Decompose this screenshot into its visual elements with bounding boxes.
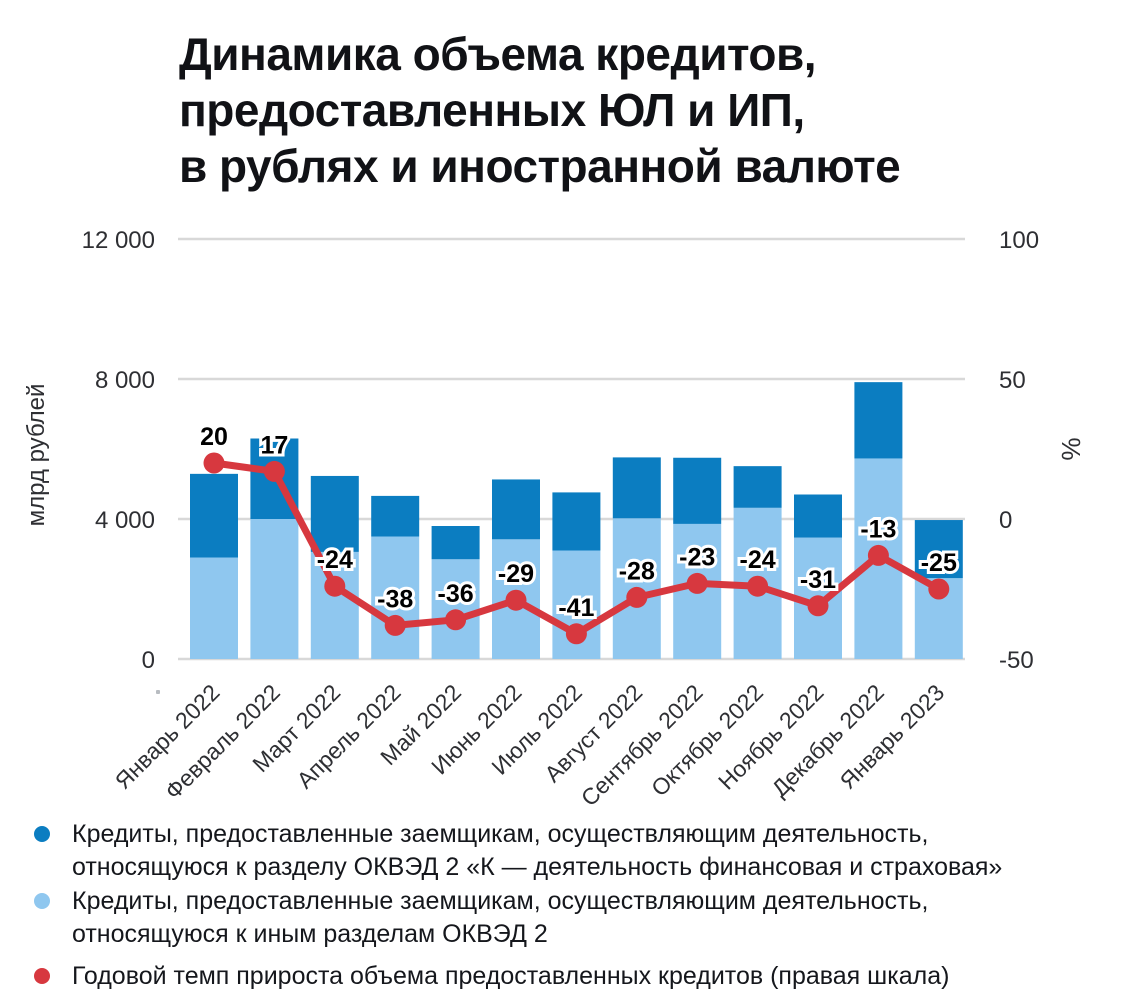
bar-segment-okved-k — [431, 526, 480, 560]
x-axis-tick-label: Январь 2022 — [110, 679, 225, 794]
growth-data-label: -23 — [679, 543, 715, 571]
growth-point — [445, 609, 467, 631]
bar-segment-okved-k — [914, 520, 963, 579]
growth-data-label: -38 — [377, 585, 413, 613]
bar-segment-okved-other — [310, 551, 359, 659]
right-axis-tick-label: 0 — [999, 507, 1012, 534]
growth-data-label: -28 — [619, 557, 655, 585]
growth-data-label: -29 — [498, 560, 534, 588]
bar-segment-okved-k — [794, 494, 842, 538]
growth-point — [384, 614, 406, 636]
growth-point — [807, 595, 829, 617]
growth-point — [565, 623, 587, 645]
left-axis-tick-label: 12 000 — [82, 227, 155, 254]
left-axis-tick-label: 8 000 — [95, 367, 155, 394]
legend-label-okved-k: Кредиты, предоставленные заемщикам, осущ… — [72, 820, 1003, 881]
growth-point — [928, 578, 950, 600]
growth-data-label: -36 — [438, 580, 474, 608]
stray-dot-mark — [156, 690, 160, 694]
growth-data-label: -24 — [317, 546, 353, 574]
growth-point — [203, 452, 225, 474]
bar-segment-okved-k — [190, 473, 238, 558]
left-axis-tick-label: 0 — [142, 647, 155, 674]
growth-point — [505, 589, 527, 611]
left-axis-tick-label: 4 000 — [95, 507, 155, 534]
legend-item-growth-rate: Годовой темп прироста объема предоставле… — [30, 960, 1142, 993]
legend-dot-light-blue-icon — [34, 893, 50, 909]
bar-segment-okved-k — [854, 382, 903, 459]
legend-dot-red-icon — [34, 968, 50, 984]
bar-segment-okved-k — [552, 492, 601, 551]
bar-segment-okved-k — [673, 457, 722, 524]
legend-label-growth-rate: Годовой темп прироста объема предоставле… — [72, 962, 950, 990]
growth-point — [626, 586, 648, 608]
legend-item-okved-other: Кредиты, предоставленные заемщикам, осущ… — [30, 885, 1142, 951]
combo-chart: 0 4 000 8 000 12 000 -50 0 50 100 млрд рублей % Ян… — [23, 227, 1086, 811]
growth-point — [867, 544, 889, 566]
bar-segment-okved-other — [190, 557, 238, 659]
bar-segment-okved-k — [492, 479, 540, 540]
growth-data-label: -25 — [921, 549, 957, 577]
bar-segment-okved-k — [310, 475, 359, 552]
bar-segment-okved-k — [371, 495, 420, 537]
bar-segment-okved-other — [371, 536, 420, 659]
page-title: Динамика объема кредитов, предоставленны… — [179, 28, 901, 192]
legend-label-okved-other: Кредиты, предоставленные заемщикам, осущ… — [72, 887, 929, 948]
right-axis-title: % — [1056, 437, 1086, 460]
growth-point — [686, 572, 708, 594]
growth-data-label: -24 — [740, 546, 776, 574]
chart-legend: Кредиты, предоставленные заемщикам, осущ… — [30, 818, 1142, 993]
left-axis-title: млрд рублей — [23, 384, 50, 527]
growth-point — [747, 575, 769, 597]
growth-data-label: 17 — [260, 431, 288, 459]
legend-item-okved-k: Кредиты, предоставленные заемщикам, осущ… — [30, 818, 1142, 884]
right-axis-tick-label: 50 — [999, 367, 1026, 394]
bar-segment-okved-other — [431, 559, 480, 659]
x-axis-tick-label: Январь 2023 — [834, 679, 949, 794]
right-axis-tick-label: 100 — [999, 227, 1039, 254]
growth-data-label: -41 — [558, 594, 594, 622]
growth-data-label: -31 — [800, 566, 836, 594]
growth-data-label: -13 — [860, 515, 896, 543]
legend-dot-dark-blue-icon — [34, 826, 50, 842]
growth-point — [324, 575, 346, 597]
x-axis-tick-label: Ноябрь 2022 — [713, 679, 829, 795]
bar-segment-okved-k — [612, 457, 661, 519]
bar-segment-okved-k — [733, 466, 782, 508]
right-axis-tick-label: -50 — [999, 647, 1034, 674]
growth-data-label: 20 — [200, 423, 228, 451]
growth-point — [263, 460, 285, 482]
bar-segment-okved-other — [250, 519, 299, 659]
